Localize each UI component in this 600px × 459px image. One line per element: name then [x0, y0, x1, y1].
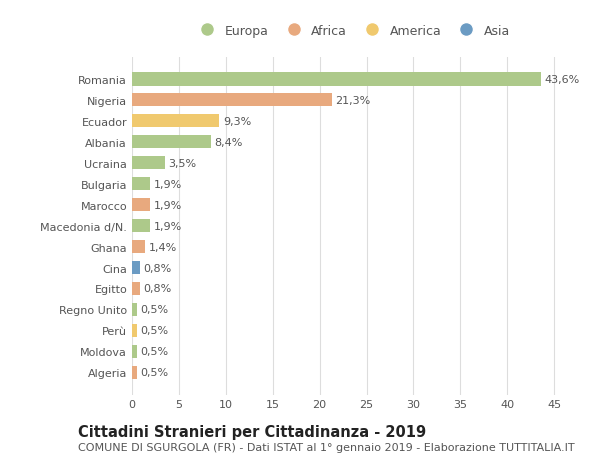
Text: 43,6%: 43,6%	[545, 74, 580, 84]
Text: 0,5%: 0,5%	[140, 326, 169, 336]
Bar	[132, 366, 137, 380]
Bar	[132, 177, 150, 191]
Text: 9,3%: 9,3%	[223, 117, 251, 126]
Bar	[132, 240, 145, 254]
Text: 0,8%: 0,8%	[143, 284, 172, 294]
Text: 0,5%: 0,5%	[140, 305, 169, 315]
Text: 3,5%: 3,5%	[169, 158, 197, 168]
Bar	[132, 115, 219, 128]
Text: 21,3%: 21,3%	[335, 95, 371, 106]
Bar	[132, 73, 541, 86]
Bar	[132, 345, 137, 358]
Bar	[132, 303, 137, 317]
Legend: Europa, Africa, America, Asia: Europa, Africa, America, Asia	[190, 20, 515, 43]
Bar	[132, 157, 165, 170]
Text: 1,9%: 1,9%	[154, 200, 182, 210]
Text: 1,9%: 1,9%	[154, 221, 182, 231]
Text: 1,9%: 1,9%	[154, 179, 182, 189]
Bar	[132, 261, 140, 275]
Text: 1,4%: 1,4%	[149, 242, 177, 252]
Bar	[132, 94, 332, 107]
Text: 0,8%: 0,8%	[143, 263, 172, 273]
Text: COMUNE DI SGURGOLA (FR) - Dati ISTAT al 1° gennaio 2019 - Elaborazione TUTTITALI: COMUNE DI SGURGOLA (FR) - Dati ISTAT al …	[78, 442, 575, 452]
Bar	[132, 135, 211, 149]
Bar	[132, 282, 140, 296]
Bar	[132, 198, 150, 212]
Text: 0,5%: 0,5%	[140, 347, 169, 357]
Text: 8,4%: 8,4%	[215, 137, 243, 147]
Bar	[132, 219, 150, 233]
Text: 0,5%: 0,5%	[140, 368, 169, 378]
Text: Cittadini Stranieri per Cittadinanza - 2019: Cittadini Stranieri per Cittadinanza - 2…	[78, 425, 426, 440]
Bar	[132, 324, 137, 337]
